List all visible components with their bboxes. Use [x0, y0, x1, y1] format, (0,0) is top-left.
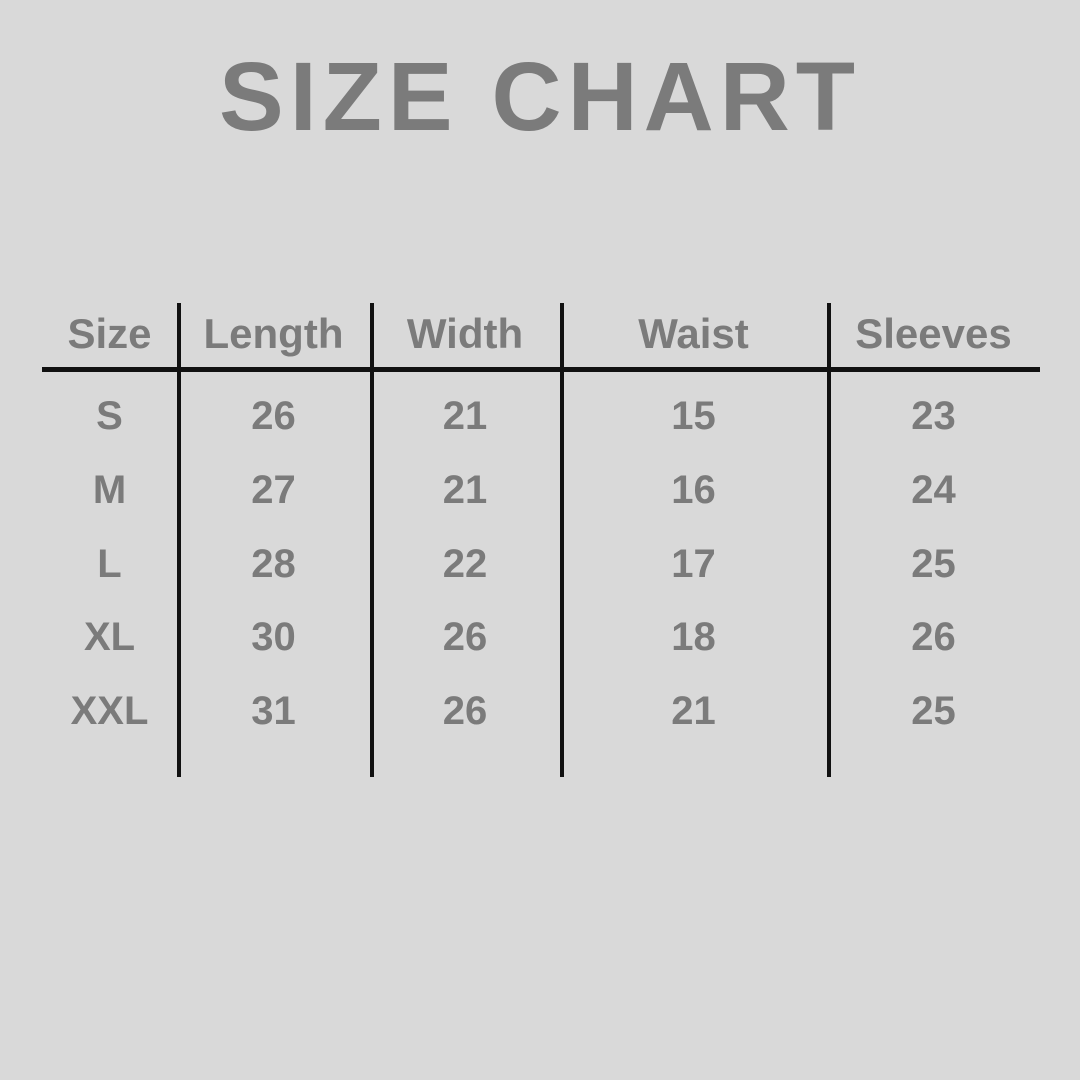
size-table: Size Length Width Waist Sleeves S 26 21 15 23 M 27… [42, 303, 1040, 777]
size-label: XL [83, 615, 136, 660]
table-cell: 28 [251, 541, 296, 586]
table-cell: 18 [671, 615, 716, 660]
table-cell: 15 [671, 394, 716, 439]
table-row: L 28 22 17 25 [42, 527, 1040, 601]
header-cell-size: Size [67, 310, 152, 357]
table-row: XL 30 26 18 26 [42, 601, 1040, 675]
header-cell-sleeves: Sleeves [855, 310, 1012, 357]
size-label: S [96, 394, 123, 439]
table-cell: 22 [442, 541, 488, 586]
table-header-row: Size Length Width Waist Sleeves [42, 303, 1040, 365]
page-title: SIZE CHART [219, 42, 861, 151]
header-divider [42, 367, 1040, 372]
table-cell: 21 [671, 689, 716, 734]
column-divider [177, 303, 181, 777]
size-label: XXL [70, 689, 149, 734]
table-cell: 26 [442, 689, 488, 734]
table-cell: 17 [671, 541, 716, 586]
column-divider [560, 303, 564, 777]
table-cell: 25 [911, 541, 956, 586]
table-cell: 30 [251, 615, 296, 660]
table-cell: 16 [671, 468, 716, 513]
header-cell-waist: Waist [638, 310, 749, 357]
table-cell: 25 [911, 689, 956, 734]
size-label: L [97, 541, 122, 586]
column-divider [370, 303, 374, 777]
column-divider [827, 303, 831, 777]
table-row: S 26 21 15 23 [42, 380, 1040, 454]
table-row: M 27 21 16 24 [42, 454, 1040, 528]
table-row: XXL 31 26 21 25 [42, 675, 1040, 749]
size-label: M [92, 468, 127, 513]
table-cell: 21 [442, 394, 488, 439]
table-cell: 26 [442, 615, 488, 660]
table-cell: 23 [911, 394, 956, 439]
header-cell-length: Length [203, 310, 344, 357]
table-cell: 27 [251, 468, 296, 513]
header-cell-width: Width [406, 310, 524, 357]
table-cell: 26 [911, 615, 956, 660]
table-cell: 31 [251, 689, 296, 734]
table-cell: 24 [911, 468, 956, 513]
table-cell: 26 [251, 394, 296, 439]
table-rows: S 26 21 15 23 M 27 21 16 24 L 28 22 17 25 XL 30 26 18 26 XXL… [42, 380, 1040, 748]
table-cell: 21 [442, 468, 488, 513]
